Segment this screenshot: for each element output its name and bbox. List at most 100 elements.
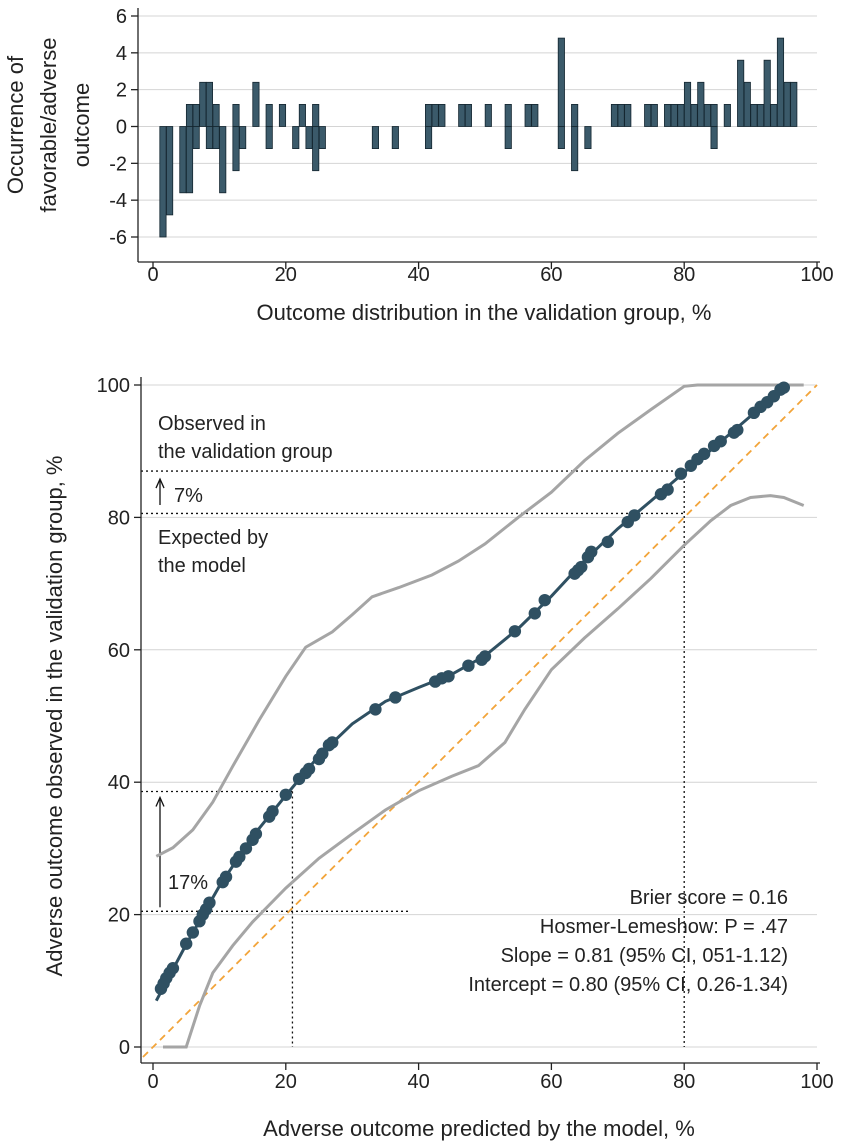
data-point (186, 926, 200, 939)
data-point (369, 703, 382, 716)
gap-high-label: 7% (174, 485, 203, 507)
bottom-x-tick-label: 100 (800, 1071, 833, 1093)
stat-intercept: Intercept = 0.80 (95% CI, 0.26-1.34) (468, 974, 788, 996)
bar-favorable (212, 104, 220, 127)
bar-adverse (584, 126, 592, 150)
bar-favorable (703, 104, 711, 127)
bar-favorable (557, 37, 565, 127)
bottom-y-tick-label: 20 (108, 905, 130, 927)
stat-brier: Brier score = 0.16 (630, 887, 788, 909)
top-y-tick-label: 0 (116, 117, 127, 139)
top-x-tick-label: 100 (800, 264, 833, 286)
bar-favorable (737, 59, 745, 127)
data-point (233, 850, 246, 864)
bar-favorable (690, 104, 698, 127)
bar-favorable (484, 104, 492, 127)
bar-favorable (790, 81, 798, 127)
bar-favorable (650, 104, 658, 127)
data-point (442, 670, 455, 683)
data-point (508, 625, 522, 638)
bar-adverse (391, 126, 399, 150)
bar-favorable (192, 104, 200, 127)
top-y-axis-label-line1: Occurrence of (3, 55, 28, 194)
bar-favorable (683, 81, 692, 127)
bar-favorable (278, 104, 287, 127)
ci-upper-line (155, 383, 804, 858)
bottom-x-tick-labels: 0 20 40 60 80 100 (147, 1071, 833, 1093)
arrow-high-head (155, 477, 165, 489)
data-point (714, 435, 727, 448)
data-point (239, 842, 253, 855)
data-point (777, 381, 790, 394)
bottom-x-tick-label: 40 (407, 1071, 429, 1093)
bar-adverse (425, 126, 433, 150)
bottom-x-axis-label: Adverse outcome predicted by the model, … (263, 1116, 695, 1141)
data-point (538, 593, 551, 607)
bar-favorable (438, 104, 446, 127)
data-point (601, 535, 615, 549)
data-points (154, 381, 790, 995)
top-x-tick-label: 20 (275, 264, 297, 286)
bar-adverse (232, 126, 240, 172)
bar-adverse (205, 126, 213, 150)
bar-favorable (504, 104, 512, 127)
bottom-y-tick-label: 40 (108, 772, 130, 794)
data-point (585, 545, 598, 559)
data-point (316, 747, 329, 760)
data-point (731, 423, 744, 437)
top-y-tick-label: 2 (116, 80, 127, 102)
bar-favorable (617, 104, 625, 127)
arrow-low-head (155, 795, 165, 807)
data-point (203, 896, 216, 909)
reference-line-group (142, 384, 818, 1058)
bar-favorable (770, 104, 778, 127)
bar-favorable (750, 104, 758, 127)
bar-adverse (192, 126, 200, 150)
data-point (302, 762, 316, 776)
bar-favorable (458, 104, 466, 127)
bottom-y-tick-label: 0 (119, 1037, 130, 1059)
data-point (628, 509, 641, 522)
bottom-y-tick-labels: 100 80 60 40 20 0 (97, 375, 130, 1059)
bottom-y-tick-label: 100 (97, 375, 130, 397)
bottom-x-tick-label: 60 (540, 1071, 562, 1093)
bar-adverse (504, 126, 512, 150)
bottom-x-tick-label: 0 (147, 1071, 158, 1093)
data-point (575, 560, 588, 574)
bottom-x-tick-label: 80 (673, 1071, 695, 1093)
bar-favorable (644, 104, 652, 127)
top-y-tick-label: 4 (116, 43, 127, 65)
data-point (180, 937, 193, 950)
bar-favorable (252, 81, 260, 127)
bar-adverse (239, 126, 247, 150)
bar-adverse (371, 126, 379, 150)
top-x-tick-labels: 0 20 40 60 80 100 (147, 264, 833, 286)
top-gridlines (138, 15, 817, 238)
observed-label-line2: the validation group (158, 441, 333, 463)
expected-label-line2: the model (158, 555, 246, 577)
bar-favorable (199, 81, 207, 127)
bar-adverse (305, 126, 313, 150)
bar-adverse (292, 126, 300, 150)
data-point (166, 962, 180, 975)
top-y-tick-label: 6 (116, 6, 127, 28)
ci-lower-line (163, 494, 805, 1049)
data-point (478, 650, 492, 663)
bar-favorable (232, 104, 240, 127)
data-point (697, 447, 711, 461)
bar-favorable (298, 104, 306, 127)
bar-favorable (265, 104, 273, 127)
stat-slope: Slope = 0.81 (95% CI, 051-1.12) (501, 945, 788, 967)
bottom-y-tick-label: 60 (108, 640, 130, 662)
bar-favorable (757, 104, 765, 127)
data-point (674, 467, 688, 480)
top-axes (131, 8, 820, 269)
confidence-bands (155, 383, 805, 1049)
bar-adverse (219, 126, 227, 194)
bar-adverse (159, 126, 167, 238)
bar-favorable (610, 104, 619, 127)
data-point (389, 691, 402, 704)
top-y-axis-label-line3: outcome (69, 83, 94, 167)
bar-adverse (166, 126, 174, 216)
